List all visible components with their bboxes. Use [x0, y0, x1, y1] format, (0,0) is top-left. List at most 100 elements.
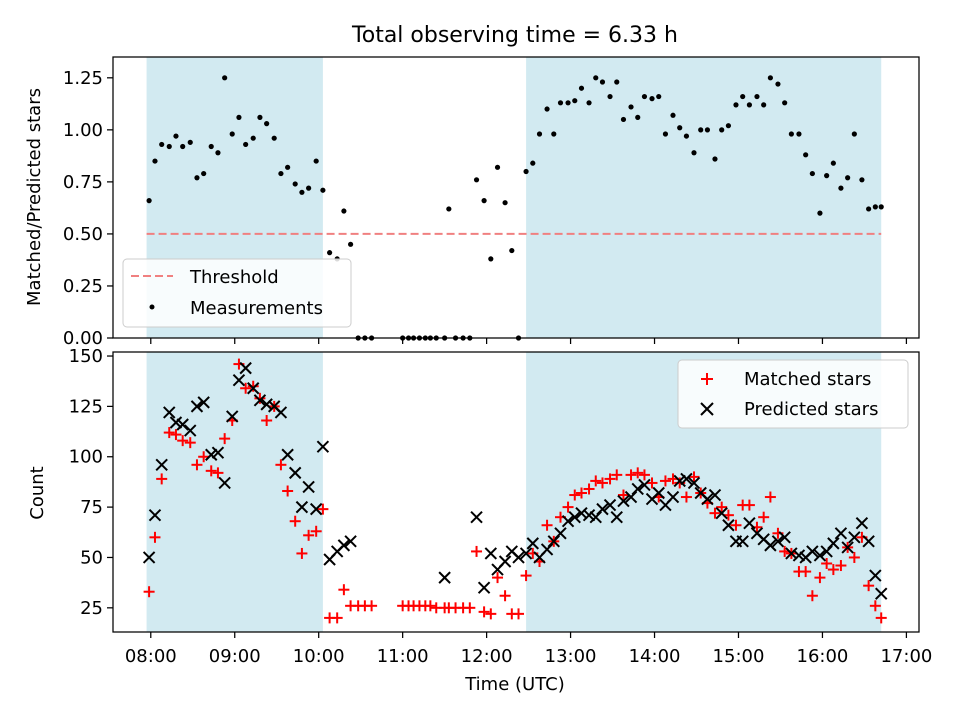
- measurement-point: [649, 96, 655, 102]
- matched-star-point: [590, 475, 602, 487]
- predicted-star-stroke-b: [694, 486, 707, 500]
- measurement-point: [551, 131, 557, 137]
- matched-star-point: [170, 429, 182, 441]
- predicted-star-point: [848, 531, 861, 544]
- bottom-y-axis-label: Count: [27, 466, 48, 519]
- measurement-point: [698, 127, 704, 133]
- measurement-point: [502, 200, 508, 206]
- bottom-y-tick-label: 50: [80, 547, 103, 568]
- predicted-star-stroke-b: [260, 398, 273, 411]
- measurement-point: [201, 170, 207, 177]
- measurement-point: [313, 158, 319, 164]
- matched-star-point: [331, 612, 343, 624]
- matched-star-point: [848, 551, 860, 563]
- measurement-point: [578, 85, 585, 91]
- measurement-point: [872, 204, 878, 210]
- matched-star-point: [212, 467, 224, 479]
- predicted-stars-series: [142, 361, 888, 600]
- predicted-star-stroke-b: [519, 547, 533, 560]
- predicted-star-point: [652, 486, 665, 500]
- predicted-stars-legend-marker: [700, 402, 714, 416]
- predicted-star-point: [260, 398, 273, 411]
- measurement-point: [851, 131, 857, 137]
- x-tick-label: 16:00: [797, 646, 849, 667]
- predicted-star-stroke-b: [498, 555, 512, 568]
- predicted-star-point: [190, 400, 204, 413]
- top-y-tick-label: 0.50: [63, 224, 103, 245]
- predicted-star-stroke-b: [484, 547, 498, 560]
- predicted-star-stroke-b: [715, 506, 728, 520]
- predicted-star-stroke-b: [582, 508, 596, 522]
- matched-star-point: [303, 529, 315, 541]
- predicted-star-point: [806, 545, 819, 558]
- matched-star-point: [625, 469, 637, 481]
- predicted-star-stroke-b: [302, 480, 315, 494]
- top-y-tick-label: 1.00: [63, 120, 103, 141]
- matched-star-point: [569, 489, 581, 501]
- matched-star-point: [464, 602, 476, 614]
- predicted-star-point: [470, 510, 483, 524]
- measurement-point: [614, 79, 620, 85]
- matched-star-point: [743, 499, 755, 511]
- matched-star-point: [758, 511, 770, 523]
- predicted-star-stroke-b: [743, 517, 756, 530]
- predicted-star-stroke-b: [148, 508, 162, 522]
- predicted-star-point: [638, 478, 651, 492]
- predicted-star-stroke-b: [806, 545, 819, 558]
- matched-star-point: [611, 469, 623, 481]
- matched-stars-legend-marker: [701, 373, 713, 385]
- measurement-point: [494, 164, 501, 170]
- chart-title: Total observing time = 6.33 h: [351, 23, 678, 48]
- predicted-star-stroke-b: [855, 517, 869, 530]
- measurement-point: [152, 158, 158, 164]
- matched-star-point: [827, 564, 839, 576]
- top-y-tick-label: 0.25: [63, 276, 103, 297]
- measurement-point: [817, 210, 823, 216]
- predicted-star-stroke-b: [596, 502, 609, 516]
- x-tick-label: 13:00: [545, 646, 597, 667]
- x-tick-label: 15:00: [713, 646, 765, 667]
- measurement-point: [830, 160, 836, 166]
- predicted-star-stroke-b: [631, 482, 644, 496]
- predicted-star-point: [631, 482, 644, 496]
- measurement-point: [607, 93, 613, 100]
- matched-star-point: [492, 572, 504, 584]
- matched-star-point: [156, 473, 168, 485]
- measurement-point: [845, 175, 851, 181]
- predicted-star-point: [148, 508, 162, 522]
- predicted-star-point: [813, 549, 827, 562]
- measurement-point: [733, 102, 739, 108]
- matched-star-point: [247, 380, 259, 392]
- predicted-star-stroke-b: [848, 531, 861, 544]
- measurement-point: [788, 131, 794, 137]
- threshold-legend-label: Threshold: [189, 267, 279, 288]
- matched-star-point: [821, 558, 833, 570]
- predicted-star-point: [484, 547, 498, 560]
- predicted-star-point: [477, 581, 491, 594]
- predicted-star-stroke-b: [771, 535, 785, 548]
- predicted-star-stroke-b: [226, 410, 239, 423]
- measurement-point: [299, 189, 305, 195]
- predicted-star-point: [764, 539, 777, 552]
- predicted-star-stroke-b: [554, 527, 567, 540]
- predicted-star-stroke-b: [184, 424, 197, 437]
- predicted-star-stroke-b: [211, 446, 225, 459]
- bottom-panel: 08:00 09:00 10:00 11:00 12:00 13:00 14:00 15:00…: [27, 346, 932, 695]
- measurement-point: [257, 114, 263, 120]
- measurement-point: [628, 104, 634, 110]
- measurement-point: [481, 198, 487, 204]
- measurement-point: [208, 143, 214, 150]
- measurement-point: [599, 79, 606, 85]
- predicted-star-point: [827, 537, 840, 550]
- predicted-star-stroke-b: [687, 476, 701, 490]
- predicted-star-point: [211, 446, 225, 459]
- predicted-star-stroke-b: [344, 535, 357, 548]
- predicted-star-point: [596, 502, 609, 516]
- predicted-star-stroke-b: [267, 400, 281, 413]
- predicted-star-stroke-b: [792, 549, 806, 562]
- predicted-star-stroke-b: [561, 515, 575, 528]
- measurement-point: [754, 93, 760, 100]
- predicted-star-stroke-b: [841, 541, 854, 554]
- predicted-star-stroke-b: [470, 510, 483, 524]
- predicted-star-stroke-b: [288, 466, 302, 480]
